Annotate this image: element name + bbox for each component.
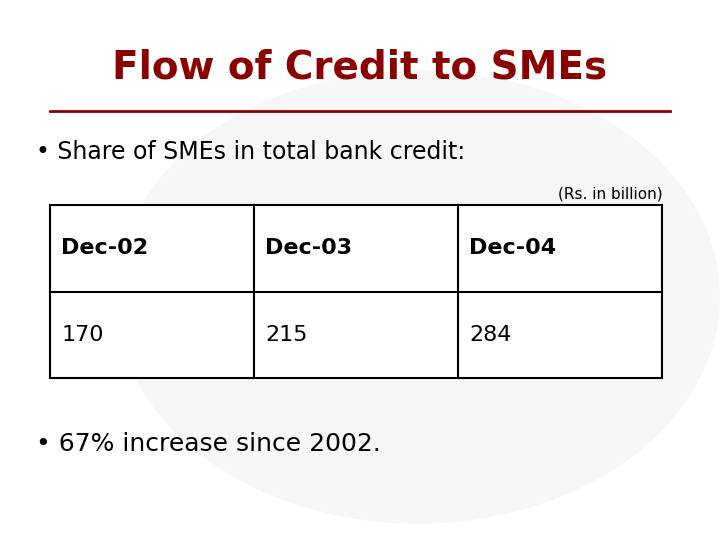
Text: • 67% increase since 2002.: • 67% increase since 2002. [36, 432, 381, 456]
Text: 284: 284 [469, 325, 512, 345]
Text: (Rs. in billion): (Rs. in billion) [558, 186, 662, 201]
Bar [50, 205, 662, 378]
Text: 215: 215 [265, 325, 307, 345]
Text: • Share of SMEs in total bank credit:: • Share of SMEs in total bank credit: [36, 140, 465, 164]
Text: Dec-02: Dec-02 [61, 238, 148, 259]
Circle shape [115, 70, 720, 524]
Text: 170: 170 [61, 325, 104, 345]
Text: Dec-04: Dec-04 [469, 238, 557, 259]
Text: Dec-03: Dec-03 [265, 238, 352, 259]
Text: Flow of Credit to SMEs: Flow of Credit to SMEs [112, 49, 608, 86]
